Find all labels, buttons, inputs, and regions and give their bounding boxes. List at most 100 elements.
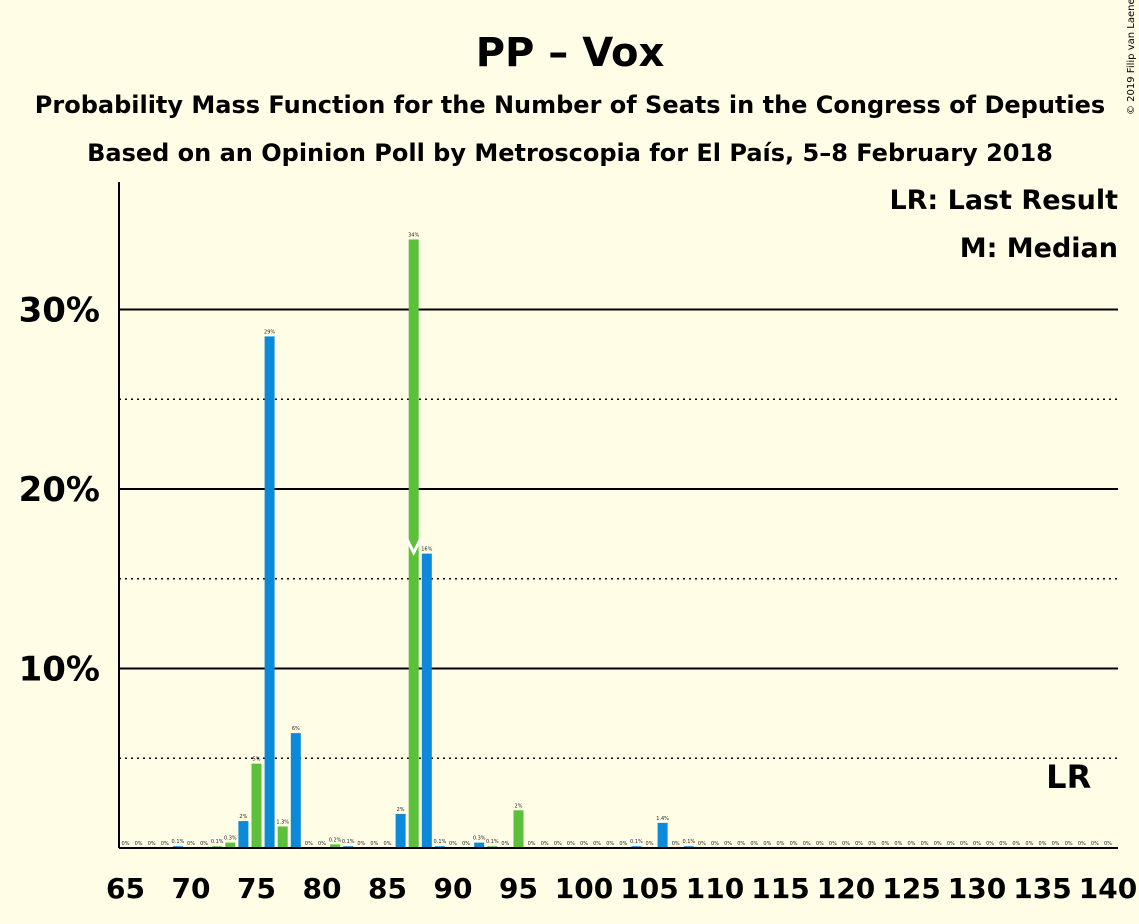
x-tick-label: 90: [434, 872, 473, 905]
x-tick-label: 140: [1079, 872, 1137, 905]
bar-value-label: 2%: [515, 803, 523, 809]
x-tick-label: 105: [620, 872, 678, 905]
bar-value-label: 6%: [292, 726, 300, 732]
bar: [421, 553, 432, 848]
bar-value-label: 0%: [554, 841, 562, 847]
bar-value-label: 0.1%: [172, 839, 185, 845]
bar-value-label: 5%: [253, 757, 261, 763]
bar: [513, 810, 524, 848]
markers: LR: [405, 537, 1091, 796]
bar-value-label: 0%: [187, 841, 195, 847]
bar-value-label: 0%: [619, 841, 627, 847]
bar: [395, 813, 406, 848]
bar: [277, 826, 288, 848]
x-axis-ticks: 65 70 75 80 85 90 95 100 105 110 115 120 125 130 135 14…: [106, 872, 1137, 905]
x-tick-label: 125: [882, 872, 940, 905]
x-tick-label: 65: [106, 872, 145, 905]
bar-value-label: 0%: [135, 841, 143, 847]
bar-value-label: 0.1%: [342, 839, 355, 845]
bar-value-label: 0%: [921, 841, 929, 847]
bar: [474, 842, 485, 848]
bar-value-label: 0%: [528, 841, 536, 847]
bar-value-label: 0%: [711, 841, 719, 847]
legend-last-result: LR: Last Result: [889, 185, 1118, 216]
bar-value-label: 0%: [122, 841, 130, 847]
bar-value-label: 0%: [737, 841, 745, 847]
bar-value-label: 0%: [724, 841, 732, 847]
x-tick-label: 85: [368, 872, 407, 905]
bar-value-label: 0%: [1091, 841, 1099, 847]
y-axis-ticks: 10% 20% 30%: [19, 291, 100, 690]
bar-value-label: 0%: [842, 841, 850, 847]
bar-value-label: 0%: [606, 841, 614, 847]
bar-value-label: 1.3%: [276, 819, 289, 825]
bar-value-label: 0%: [200, 841, 208, 847]
bar: [657, 822, 668, 848]
bar-value-label: 0%: [908, 841, 916, 847]
bar-value-label: 0%: [829, 841, 837, 847]
bar-value-label: 0%: [567, 841, 575, 847]
bar: [330, 844, 341, 848]
legend-median: M: Median: [960, 233, 1118, 264]
bar-value-label: 0%: [947, 841, 955, 847]
bar-value-label: 0%: [1012, 841, 1020, 847]
x-tick-label: 135: [1013, 872, 1071, 905]
bar: [238, 821, 249, 848]
bar-value-label: 0%: [881, 841, 889, 847]
bar-value-label: 0%: [934, 841, 942, 847]
last-result-marker: LR: [1046, 758, 1091, 796]
bar-value-label: 0%: [357, 841, 365, 847]
x-tick-label: 110: [686, 872, 744, 905]
x-tick-label: 100: [555, 872, 613, 905]
bar-value-label: 0%: [777, 841, 785, 847]
bar-value-label: 0%: [1104, 841, 1112, 847]
bar-value-label: 0.2%: [329, 837, 342, 843]
bar-value-label: 16%: [421, 547, 432, 553]
bar-value-label: 0%: [449, 841, 457, 847]
bar-value-label: 0%: [973, 841, 981, 847]
x-tick-label: 75: [237, 872, 276, 905]
bar-value-label: 0%: [384, 841, 392, 847]
median-marker: [405, 537, 423, 556]
chart-subtitle-poll: Based on an Opinion Poll by Metroscopia …: [87, 139, 1053, 167]
bar: [290, 733, 301, 848]
bar-value-label: 0%: [646, 841, 654, 847]
bar-value-label: 0.1%: [630, 839, 643, 845]
bar-value-label: 0.1%: [211, 839, 224, 845]
bar-value-label: 0.3%: [473, 836, 486, 842]
y-tick-label: 30%: [19, 291, 100, 331]
bar-value-label: 0%: [305, 841, 313, 847]
bar-value-label: 0%: [672, 841, 680, 847]
x-tick-label: 130: [948, 872, 1006, 905]
bar-value-label: 0%: [960, 841, 968, 847]
bar-value-label: 0%: [750, 841, 758, 847]
bar-value-label: 0%: [148, 841, 156, 847]
copyright-note: © 2019 Filip van Laenen: [1126, 0, 1137, 115]
bar-value-label: 0%: [1065, 841, 1073, 847]
chart-subtitle: Probability Mass Function for the Number…: [35, 91, 1105, 119]
bar: [408, 239, 419, 848]
grid-lines: [119, 308, 1118, 759]
bar-value-label: 0%: [999, 841, 1007, 847]
bar-value-label: 0%: [855, 841, 863, 847]
bar-value-label: 0%: [501, 841, 509, 847]
bar-value-label: 0%: [541, 841, 549, 847]
x-tick-label: 120: [817, 872, 875, 905]
bar: [251, 763, 262, 848]
bar-value-label: 0%: [803, 841, 811, 847]
bar-value-label: 29%: [264, 329, 275, 335]
bar-value-label: 0.3%: [224, 836, 237, 842]
bar-value-label: 2%: [239, 814, 247, 820]
bar-value-label: 0%: [790, 841, 798, 847]
x-tick-label: 80: [303, 872, 342, 905]
bar-value-label: 2%: [397, 807, 405, 813]
bar-value-label: 0%: [986, 841, 994, 847]
y-tick-label: 10%: [19, 650, 100, 690]
bar-series: [172, 239, 694, 848]
data-labels: 0% 0% 0% 0% 0.1% 0% 0% 0.1%0.3%2%5%29%1.3%6%0% 0…: [122, 232, 1113, 847]
bar-value-label: 0%: [370, 841, 378, 847]
bar: [264, 336, 275, 848]
bar-value-label: 1.4%: [656, 816, 669, 822]
bar-value-label: 0%: [816, 841, 824, 847]
